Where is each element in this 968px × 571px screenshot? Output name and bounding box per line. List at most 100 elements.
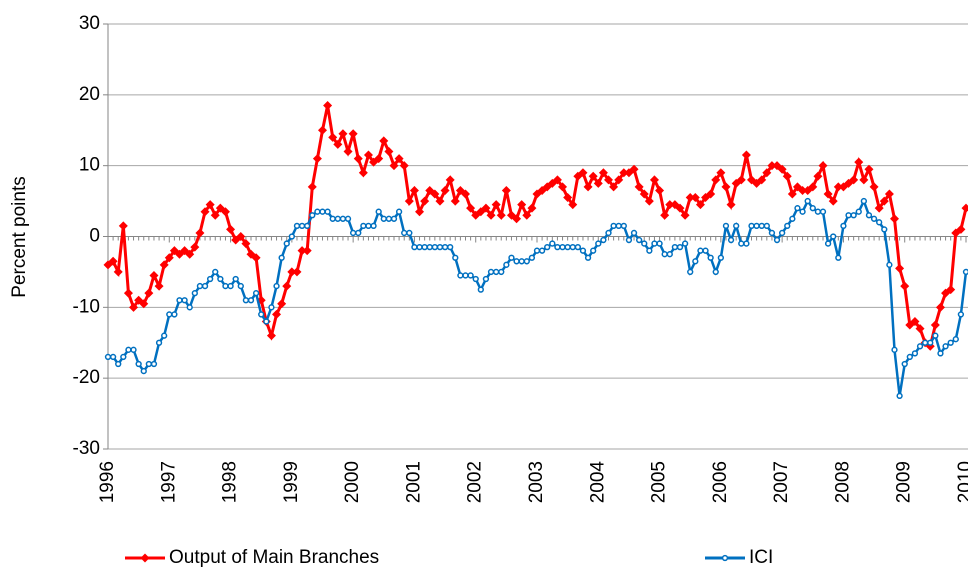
data-point [390,215,398,222]
data-point [312,154,322,164]
data-point [660,210,670,220]
data-point [726,200,736,210]
data-point [283,240,290,247]
data-point [226,224,236,234]
legend-label: ICI [749,547,773,568]
data-point [930,320,940,330]
data-point [808,182,818,192]
data-point [646,247,653,254]
data-point [186,304,193,311]
data-point [833,182,843,192]
data-point [748,222,755,230]
data-point [399,161,409,171]
data-point [609,182,619,192]
data-point [869,182,879,192]
data-point [113,267,123,277]
data-point [639,189,649,199]
data-point [517,200,527,210]
data-point [462,272,469,279]
data-point [758,222,765,230]
data-point [220,207,230,217]
data-point [809,205,816,212]
data-point [191,290,198,297]
data-point [799,208,806,215]
data-point [115,360,122,368]
data-point [358,168,368,178]
data-point [333,139,343,149]
data-point [394,154,404,164]
data-point [569,243,576,251]
data-point [935,302,945,312]
x-tick-label: 1999 [281,461,302,503]
data-point [118,221,128,231]
data-point [140,367,147,375]
data-point [722,222,730,230]
data-point [129,302,139,312]
data-point [236,232,246,241]
data-point [482,275,490,283]
data-point [416,243,423,251]
series-line [108,197,968,397]
data-point [593,178,603,188]
data-point [380,215,387,222]
x-tick-label: 2009 [894,461,915,503]
data-point [426,243,433,251]
data-point [927,339,934,346]
data-point [768,229,776,237]
data-point [466,203,476,213]
data-point [108,256,118,266]
y-tick-label: -10 [73,296,100,317]
data-point [733,222,740,230]
data-point [860,197,868,205]
data-point [619,168,629,178]
data-point [706,189,716,199]
data-point [584,254,592,261]
data-point [697,247,704,254]
data-point [302,246,312,256]
data-point [513,258,520,265]
data-point [651,240,658,247]
x-tick-label: 2000 [342,461,363,503]
data-point [890,214,899,224]
data-point [610,222,617,230]
data-point [436,243,444,251]
data-point [891,346,898,353]
data-point [671,243,679,251]
data-point [273,282,280,290]
data-point [818,161,828,171]
data-point [634,182,644,192]
data-point [736,175,746,185]
data-point [343,147,353,156]
data-point [328,132,338,142]
data-point [518,258,525,265]
data-point [906,353,913,361]
data-point [149,270,159,280]
data-point [150,360,158,368]
data-point [753,222,760,230]
data-point [849,175,859,185]
data-point [855,208,862,215]
data-point [435,196,445,206]
data-point [901,360,908,368]
data-point [910,317,920,326]
data-point [743,240,750,247]
data-point [794,205,801,212]
data-point [828,196,838,206]
data-point [227,282,234,290]
data-point [155,339,163,346]
data-point [123,288,133,298]
data-point [496,210,506,220]
data-point [773,236,781,244]
data-point [309,212,316,219]
data-point [614,175,624,185]
data-point [344,215,352,222]
data-point [375,208,382,215]
data-point [859,175,869,185]
data-point [445,175,455,185]
y-tick-label: 0 [89,226,100,247]
data-point [676,243,684,251]
data-point [304,222,311,230]
data-point [181,297,188,304]
x-tick-label: 2007 [771,461,792,503]
data-point [334,215,341,222]
